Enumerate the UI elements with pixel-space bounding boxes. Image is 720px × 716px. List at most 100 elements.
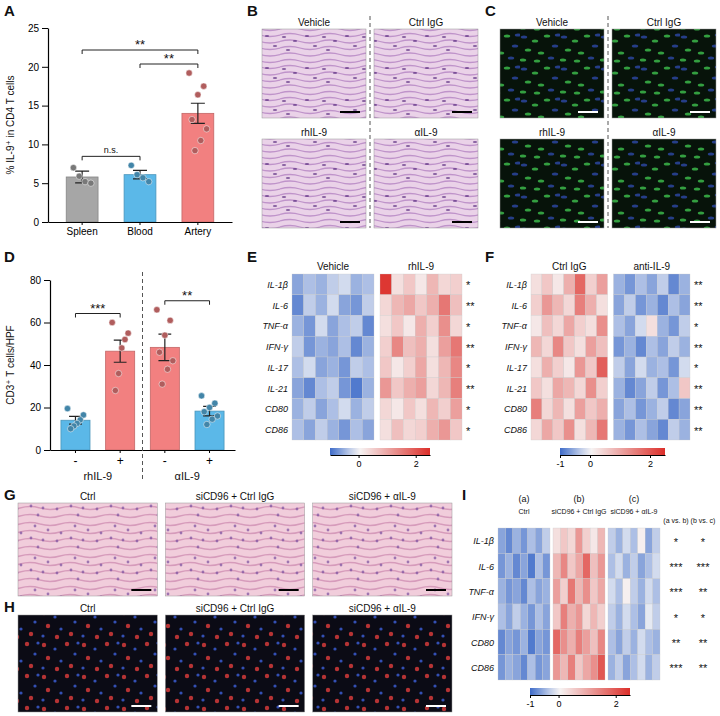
significance-label: **: [672, 637, 681, 649]
image-label: Ctrl: [80, 603, 96, 614]
data-point: [186, 70, 192, 76]
panel-E: EVehiclerhIL-9IL-1βIL-6TNF-αIFN-γIL-17IL…: [247, 248, 475, 469]
y-tick: 0: [35, 445, 50, 456]
row-label: IL-1β: [473, 536, 494, 546]
heatmap-cell: [614, 357, 625, 378]
heatmap-cell: [553, 316, 564, 337]
significance-label: *: [674, 536, 679, 548]
heatmap-cell: [439, 419, 451, 440]
heatmap-cell: [653, 604, 660, 629]
colorbar: [330, 448, 430, 455]
heatmap-cell: [653, 655, 660, 680]
scale-bar: [690, 221, 710, 223]
data-point: [189, 116, 195, 122]
x-tick: -: [163, 450, 167, 468]
group-divider: [142, 272, 143, 482]
heatmap-cell: [630, 579, 637, 604]
heatmap-cell: [531, 316, 542, 337]
heatmap-cell: [403, 316, 415, 337]
heatmap-cell: [528, 528, 535, 553]
y-tick-label: 20: [30, 402, 42, 413]
heatmap-cell: [531, 419, 542, 440]
significance-bracket: [82, 156, 140, 160]
heatmap-cell: [653, 528, 660, 553]
micrograph: [18, 615, 157, 712]
heatmap-cell: [614, 316, 625, 337]
row-label: IL-21: [506, 384, 527, 394]
panel-I: I(a)Ctrl(b)siCD96 + Ctrl IgG(c)siCD96 + …: [462, 486, 715, 709]
panel-letter: A: [4, 2, 15, 19]
heatmap-cell: [315, 378, 327, 399]
colorbar-tick: 0: [588, 455, 593, 469]
heatmap-cell: [505, 579, 512, 604]
image-label: Ctrl: [80, 491, 96, 502]
heatmap-cell: [623, 655, 630, 680]
row-label: CD86: [265, 425, 288, 435]
image-label: siCD96 + Ctrl IgG: [196, 491, 275, 502]
scale-bar: [340, 221, 360, 223]
heatmap-cell: [520, 629, 527, 654]
data-point: [64, 405, 70, 411]
heatmap-cell: [564, 274, 575, 295]
y-tick-label: 20: [28, 62, 40, 73]
heatmap-cell: [427, 357, 439, 378]
heatmap-cell: [439, 295, 451, 316]
heatmap-cell: [668, 419, 679, 440]
heatmap-cell: [351, 399, 363, 420]
x-tick: Artery: [185, 222, 212, 237]
heatmap-cell: [615, 579, 622, 604]
heatmap-cell: [362, 316, 374, 337]
significance-label: **: [182, 288, 192, 303]
heatmap-cell: [542, 357, 553, 378]
image-label: Vehicle: [536, 17, 569, 28]
heatmap-cell: [614, 274, 625, 295]
significance-label: **: [164, 51, 174, 66]
heatmap-cell: [597, 336, 608, 357]
y-tick-label: 10: [28, 139, 40, 150]
heatmap-cell: [315, 316, 327, 337]
heatmap-cell: [380, 378, 392, 399]
heatmap-cell: [439, 399, 451, 420]
heatmap-cell: [292, 336, 304, 357]
micrograph: [262, 29, 366, 118]
significance-label: **: [699, 586, 708, 598]
significance-label: *: [694, 362, 699, 374]
heatmap-cell: [624, 274, 635, 295]
y-tick-label: 0: [35, 445, 41, 456]
colorbar: [560, 448, 665, 455]
heatmap-cell: [531, 295, 542, 316]
panel-letter: I: [462, 486, 466, 503]
heatmap-cell: [513, 655, 520, 680]
heatmap-cell: [339, 274, 351, 295]
x-tick: +: [117, 450, 124, 468]
heatmap-cell: [564, 419, 575, 440]
panel-H: HCtrlsiCD96 + Ctrl IgGsiCD96 + αIL-9: [4, 598, 452, 712]
heatmap-cell: [439, 378, 451, 399]
group-label: siCD96 + Ctrl IgG: [551, 508, 606, 516]
heatmap-cell: [392, 419, 404, 440]
significance-label: *: [466, 362, 471, 374]
heatmap-cell: [597, 357, 608, 378]
heatmap-cell: [392, 399, 404, 420]
heatmap-cell: [403, 295, 415, 316]
heatmap-cell: [553, 357, 564, 378]
bar: [150, 347, 179, 450]
group-label: rhIL-9: [83, 470, 112, 482]
heatmap-cell: [583, 553, 590, 578]
colorbar-tick-mark: [650, 455, 651, 458]
heatmap-cell: [623, 604, 630, 629]
significance-label: **: [699, 662, 708, 674]
heatmap-cell: [380, 399, 392, 420]
heatmap-cell: [614, 378, 625, 399]
heatmap-cell: [415, 316, 427, 337]
heatmap-cell: [380, 274, 392, 295]
data-point: [128, 162, 134, 168]
heatmap-cell: [543, 528, 550, 553]
heatmap-cell: [315, 357, 327, 378]
scale-bar: [426, 705, 446, 707]
y-tick-label: 40: [30, 360, 42, 371]
heatmap-cell: [535, 579, 542, 604]
heatmap-cell: [327, 316, 339, 337]
heatmap-cell: [339, 295, 351, 316]
row-label: IFN-γ: [266, 342, 288, 352]
